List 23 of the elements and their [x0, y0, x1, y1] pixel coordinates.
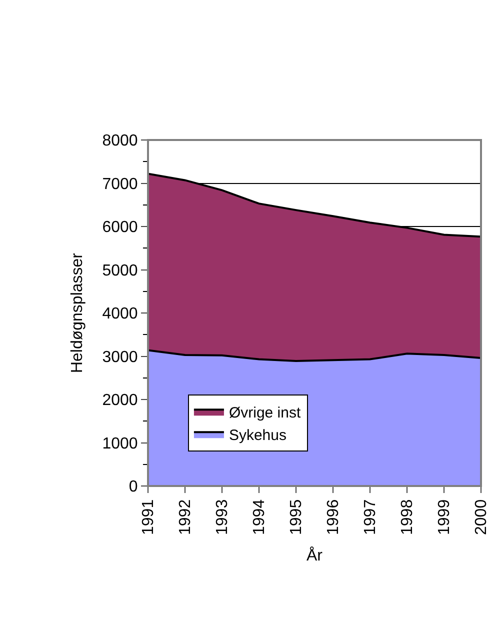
- y-tick-label: 3000: [102, 348, 138, 366]
- y-tick-label: 8000: [102, 132, 138, 150]
- y-axis-title: Heldøgnsplasser: [69, 252, 86, 374]
- x-tick-label: 1999: [436, 499, 454, 535]
- x-tick-label: 1997: [362, 499, 380, 535]
- x-tick-label: 1995: [288, 499, 306, 535]
- y-tick-label: 4000: [102, 306, 138, 323]
- x-tick-label: 2000: [473, 499, 490, 535]
- x-axis-title: År: [306, 546, 324, 565]
- y-tick-label: 1000: [102, 435, 138, 452]
- x-tick-label: 1992: [177, 499, 194, 535]
- legend-label: Sykehus: [228, 427, 287, 444]
- y-tick-label: 7000: [102, 176, 138, 193]
- y-tick-label: 2000: [102, 392, 138, 410]
- x-tick-label: 1996: [325, 499, 342, 535]
- legend-label: Øvrige inst: [228, 404, 302, 422]
- x-tick-label: 1993: [214, 499, 232, 535]
- y-tick-label: 0: [128, 478, 138, 496]
- x-tick-label: 1998: [399, 499, 416, 535]
- y-tick-label: 6000: [102, 219, 138, 236]
- x-tick-label: 1991: [140, 499, 158, 535]
- x-tick-label: 1994: [251, 499, 268, 535]
- y-tick-label: 5000: [102, 262, 138, 280]
